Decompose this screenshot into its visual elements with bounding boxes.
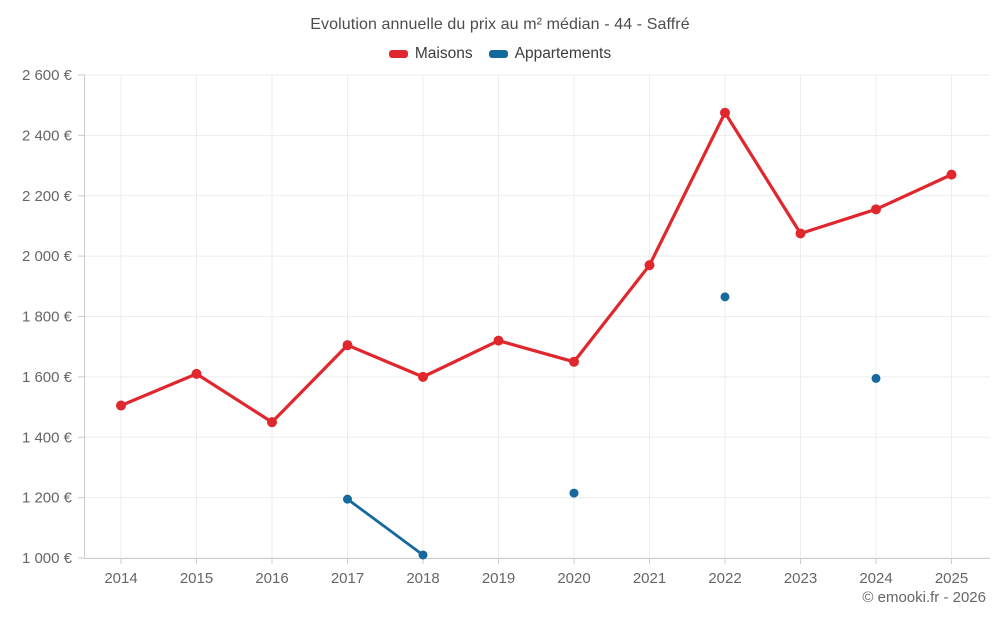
x-axis-label: 2024 [859,570,892,587]
x-axis-label: 2018 [406,570,439,587]
legend-item-maisons[interactable]: Maisons [388,45,473,63]
x-axis-label: 2021 [633,570,666,587]
gridlines [84,74,990,559]
legend-item-appartements[interactable]: Appartements [488,45,612,63]
appartements-data-point [720,292,730,302]
maisons-data-point [946,169,957,180]
maisons-data-point [720,107,730,118]
maisons-data-point [644,260,655,271]
x-axis-label: 2017 [331,570,364,587]
appartements-data-point [418,550,428,560]
axis-labels: 1 000 € 1 200 € 1 400 € 1 600 € 1 800 € 2 000… [22,67,968,587]
legend-label-maisons: Maisons [414,45,473,62]
x-axis-label: 2025 [935,570,968,587]
y-axis-label: 1 000 € [22,550,73,567]
copyright-credit: © emooki.fr - 2026 [862,589,986,606]
chart-title: Evolution annuelle du prix au m² médian … [310,16,690,33]
x-axis-label: 2015 [180,570,213,587]
appartements-data-point [569,488,579,498]
x-axis-label: 2023 [784,570,817,587]
x-axis-label: 2019 [482,570,515,587]
axes [78,74,990,564]
maisons-data-point [795,228,806,239]
y-axis-label: 1 600 € [22,369,73,386]
maisons-data-point [191,368,202,379]
maisons-data-point [871,204,881,215]
maisons-series [116,107,957,428]
x-axis-label: 2016 [255,570,288,587]
y-axis-label: 2 200 € [22,188,73,205]
maisons-color-swatch-icon [388,50,408,58]
appartements-line [346,497,425,557]
y-axis-label: 2 400 € [22,127,73,144]
chart-legend: Maisons Appartements [0,45,1000,63]
maisons-line [119,111,954,424]
appartements-color-swatch-icon [488,50,508,58]
appartements-data-point [343,494,352,504]
x-axis-label: 2020 [557,570,590,587]
y-axis-label: 2 600 € [22,67,73,84]
appartements-series [343,292,881,560]
x-axis-label: 2022 [708,570,741,587]
maisons-data-point [418,371,428,382]
legend-label-appartements: Appartements [514,45,612,62]
maisons-data-point [116,400,126,411]
y-axis-label: 1 200 € [22,490,73,507]
y-axis-label: 2 000 € [22,248,73,265]
maisons-data-point [493,335,504,346]
x-axis-label: 2014 [104,570,137,587]
maisons-data-point [267,417,277,428]
y-axis-label: 1 800 € [22,309,73,326]
y-axis-label: 1 400 € [22,429,73,446]
maisons-data-point [342,340,353,351]
appartements-data-point [871,373,881,383]
maisons-data-point [569,356,579,367]
